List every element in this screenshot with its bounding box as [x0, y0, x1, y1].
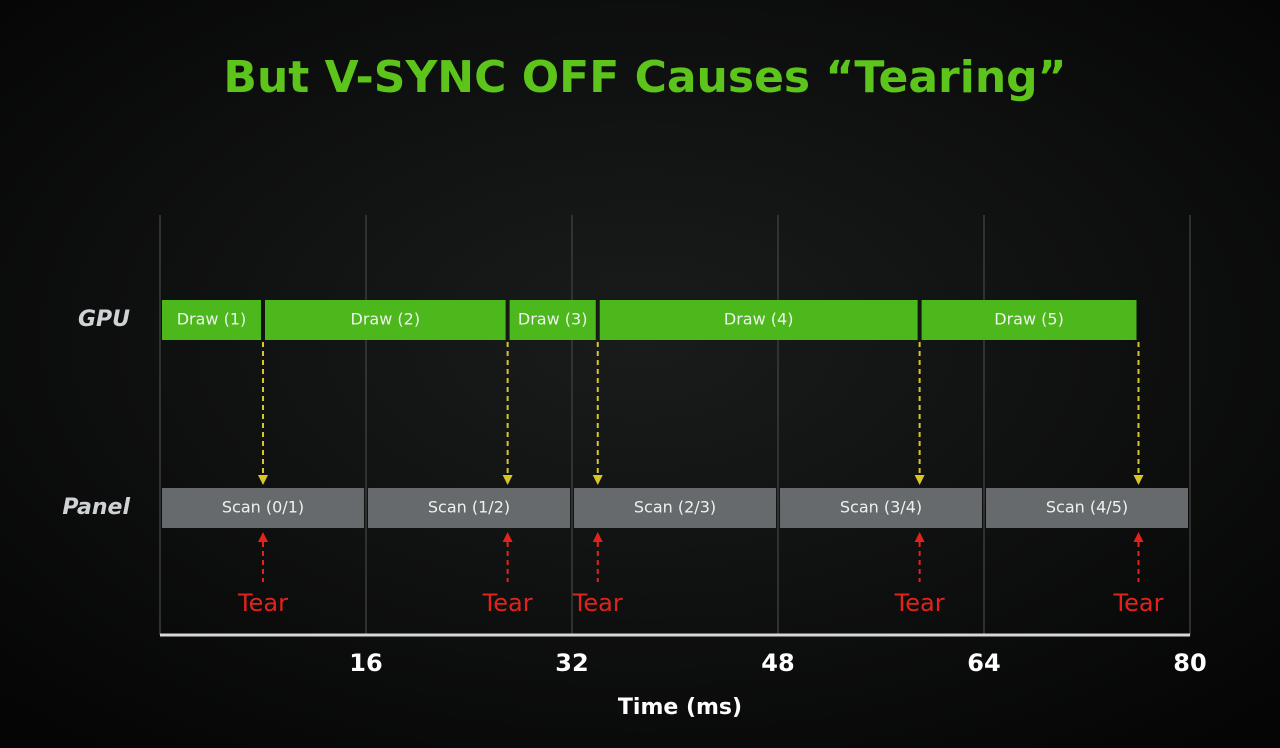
flip-arrowhead	[502, 475, 513, 485]
x-axis-label: Time (ms)	[618, 695, 742, 720]
tear-arrowhead	[502, 532, 513, 542]
flip-arrowhead	[1133, 475, 1144, 485]
task-label: Scan (4/5)	[1046, 498, 1128, 517]
tear-label: Tear	[1113, 589, 1164, 617]
tear-arrowhead	[258, 532, 268, 542]
x-tick-label: 48	[761, 649, 794, 677]
task-label: Scan (0/1)	[222, 498, 304, 517]
row-label: GPU	[78, 307, 130, 332]
task-label: Draw (3)	[518, 310, 588, 329]
tear-arrowhead	[914, 532, 925, 542]
chart-title: But V-SYNC OFF Causes “Tearing”	[223, 52, 1066, 103]
flip-arrowhead	[914, 475, 925, 485]
flip-arrowhead	[592, 475, 603, 485]
task-bar	[986, 488, 1188, 528]
task-label: Draw (1)	[177, 310, 247, 329]
task-bar	[599, 300, 918, 340]
task-label: Draw (5)	[994, 310, 1064, 329]
tear-label: Tear	[482, 589, 533, 617]
task-label: Draw (4)	[724, 310, 794, 329]
flip-arrowhead	[258, 475, 268, 485]
task-bar	[509, 300, 596, 340]
task-bar	[921, 300, 1137, 340]
tear-label: Tear	[572, 589, 623, 617]
x-tick-label: 64	[967, 649, 1000, 677]
x-tick-label: 16	[349, 649, 382, 677]
x-tick-label: 32	[555, 649, 588, 677]
task-label: Draw (2)	[351, 310, 421, 329]
task-bar	[162, 488, 364, 528]
tear-arrowhead	[1133, 532, 1144, 542]
task-bar	[162, 300, 261, 340]
x-tick-label: 80	[1173, 649, 1206, 677]
task-bar	[368, 488, 570, 528]
task-bar	[780, 488, 982, 528]
row-label: Panel	[62, 495, 130, 520]
tear-arrowhead	[592, 532, 603, 542]
tear-label: Tear	[237, 589, 288, 617]
task-bar	[574, 488, 776, 528]
tear-label: Tear	[894, 589, 945, 617]
task-label: Scan (1/2)	[428, 498, 510, 517]
task-label: Scan (3/4)	[840, 498, 922, 517]
task-label: Scan (2/3)	[634, 498, 716, 517]
task-bar	[265, 300, 506, 340]
